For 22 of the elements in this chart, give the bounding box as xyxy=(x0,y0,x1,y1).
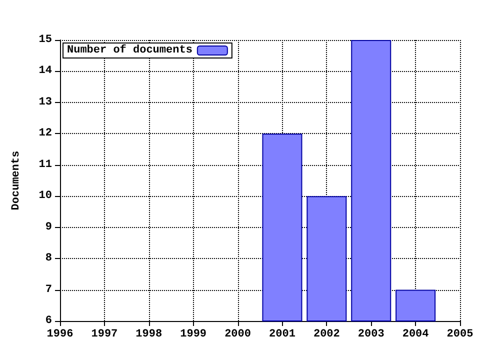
x-tick-label: 1999 xyxy=(180,328,207,340)
x-tick-label: 2004 xyxy=(402,328,430,340)
y-axis-title: Documents xyxy=(10,150,22,210)
y-tick-label: 8 xyxy=(45,252,52,265)
y-tick-label: 14 xyxy=(38,65,52,78)
y-tick-label: 15 xyxy=(38,34,52,46)
x-tick-label: 2002 xyxy=(313,328,340,340)
x-tick-label: 2005 xyxy=(446,328,474,340)
y-tick-label: 11 xyxy=(38,158,52,171)
legend-label: Number of documents xyxy=(67,44,192,56)
x-tick-label: 2001 xyxy=(269,328,296,340)
x-tick-label: 2003 xyxy=(358,328,385,340)
y-tick-label: 9 xyxy=(45,221,52,234)
y-tick-label: 6 xyxy=(45,315,52,327)
x-tick-label: 1996 xyxy=(46,328,74,340)
x-tick-label: 2000 xyxy=(224,328,251,340)
y-tick-label: 10 xyxy=(38,190,52,202)
y-tick-label: 7 xyxy=(45,284,52,296)
x-tick-label: 1998 xyxy=(136,328,162,340)
y-tick-label: 12 xyxy=(38,128,52,140)
x-tick-label: 1997 xyxy=(91,328,118,340)
y-tick-label: 13 xyxy=(38,96,52,108)
